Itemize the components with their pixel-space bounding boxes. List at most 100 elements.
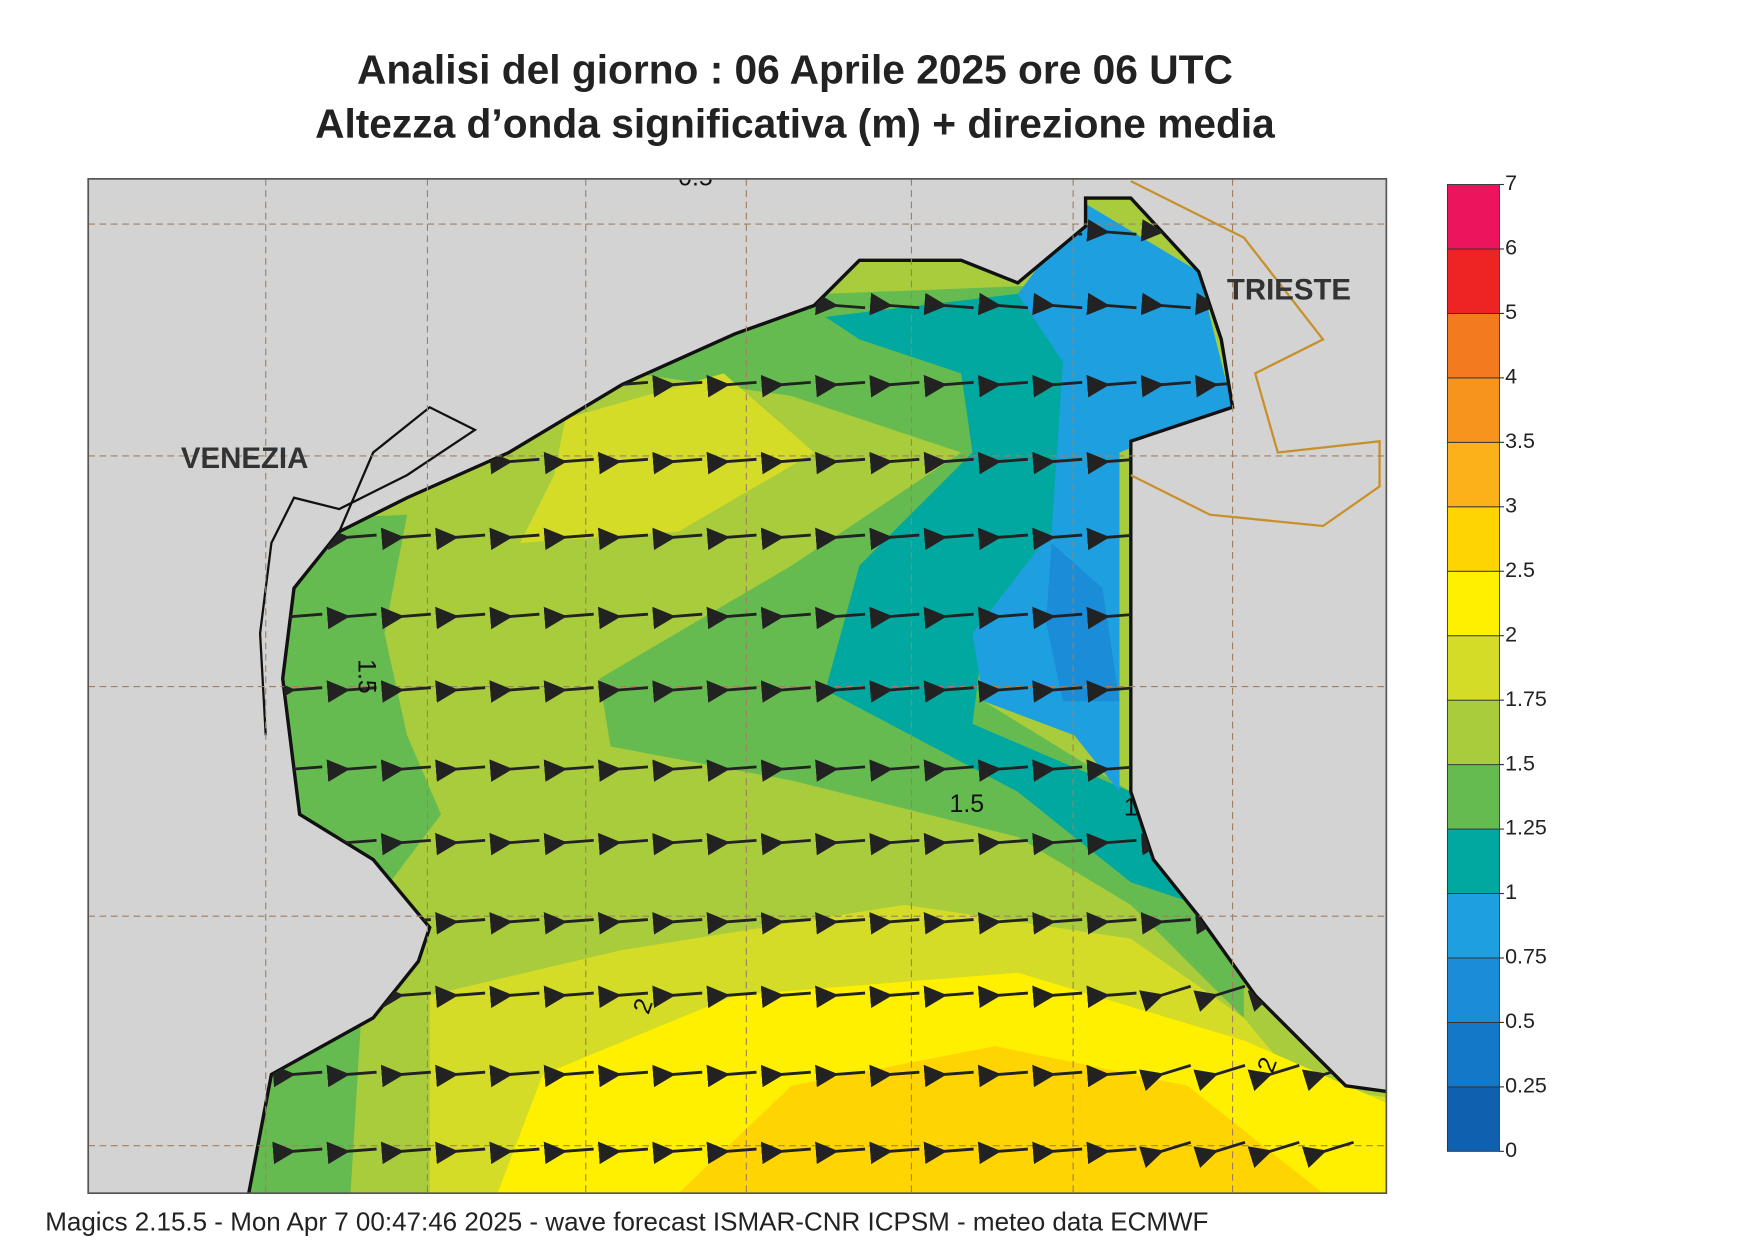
arrow	[1086, 832, 1137, 856]
colorbar: 0 0.25 0.5 0.75 1 1.25 1.5 1.75 2 2.5 3 3.5 4 5 6 7	[1446, 171, 1547, 1162]
arrow	[977, 680, 1029, 703]
arrow	[1032, 985, 1083, 1009]
arrow	[977, 451, 1029, 475]
arrow	[380, 606, 431, 630]
arrow	[706, 1141, 757, 1165]
arrow	[380, 759, 431, 782]
colorbar-label: 6	[1505, 236, 1517, 260]
colorbar-label: 1.75	[1505, 687, 1547, 711]
colorbar-box	[1446, 312, 1500, 379]
subtitle: Altezza d’onda significativa (m) + direz…	[315, 101, 1275, 147]
arrow	[543, 606, 594, 630]
arrow	[760, 680, 811, 703]
arrow	[489, 680, 540, 703]
colorbar-box	[1446, 957, 1500, 1023]
arrow	[923, 606, 974, 630]
arrow	[923, 912, 974, 935]
arrow	[977, 985, 1029, 1009]
colorbar-box	[1446, 1021, 1500, 1088]
arrow	[1193, 1064, 1246, 1092]
arrow	[652, 759, 703, 782]
arrow	[543, 759, 594, 782]
arrow	[597, 374, 649, 398]
arrow	[1193, 1140, 1246, 1168]
arrow	[435, 680, 486, 703]
arrow	[1139, 984, 1192, 1012]
arrow	[652, 451, 703, 475]
arrow	[380, 985, 431, 1009]
arrow	[706, 1064, 757, 1088]
colorbar-label: 0	[1505, 1138, 1517, 1162]
arrow	[543, 1064, 594, 1088]
arrow	[760, 832, 811, 856]
arrow	[543, 1141, 594, 1165]
arrow	[326, 832, 377, 856]
arrow	[380, 680, 431, 703]
map: VENEZIA TRIESTE 0.5 1.5 1.5 1 2 2	[88, 178, 1387, 1194]
arrow	[272, 1064, 323, 1088]
arrow	[380, 832, 431, 856]
arrow	[706, 527, 757, 551]
arrow	[760, 759, 811, 782]
arrow	[977, 527, 1029, 551]
arrow	[815, 1141, 866, 1165]
colorbar-label: 1	[1505, 880, 1517, 904]
arrow	[869, 527, 920, 551]
arrow	[923, 1141, 974, 1165]
arrow	[326, 606, 377, 630]
arrow	[543, 832, 594, 856]
arrow	[869, 606, 920, 630]
arrow	[489, 1064, 540, 1088]
arrow	[652, 1064, 703, 1088]
colorbar-box	[1446, 570, 1500, 637]
arrow	[597, 912, 649, 935]
colorbar-box	[1446, 1086, 1500, 1152]
arrow	[1086, 1141, 1137, 1165]
arrow	[869, 985, 920, 1009]
colorbar-label: 3.5	[1505, 429, 1535, 453]
arrow	[815, 374, 866, 398]
arrow	[923, 1064, 974, 1088]
arrow	[815, 759, 866, 782]
arrow	[977, 912, 1029, 935]
arrow	[597, 759, 649, 782]
colorbar-box	[1446, 377, 1500, 443]
arrow	[272, 759, 323, 782]
colorbar-label: 5	[1505, 300, 1517, 324]
arrow	[380, 1141, 431, 1165]
colorbar-label: 3	[1505, 493, 1517, 517]
arrow	[869, 832, 920, 856]
arrow	[706, 680, 757, 703]
arrow	[923, 451, 974, 475]
arrow	[923, 374, 974, 398]
arrow	[435, 1141, 486, 1165]
arrow	[977, 606, 1029, 630]
arrow	[1032, 832, 1083, 856]
arrow	[489, 759, 540, 782]
arrow	[272, 680, 323, 703]
arrow	[435, 606, 486, 630]
arrow	[815, 292, 866, 316]
arrow	[652, 985, 703, 1009]
arrow	[1086, 912, 1137, 935]
arrow	[597, 680, 649, 703]
arrow	[543, 912, 594, 935]
arrow	[489, 832, 540, 856]
arrow	[815, 912, 866, 935]
arrow	[815, 527, 866, 551]
arrow	[869, 374, 920, 398]
arrow	[489, 451, 540, 475]
arrow	[815, 1064, 866, 1088]
arrow	[489, 1141, 540, 1165]
arrow	[326, 527, 377, 551]
arrow	[543, 527, 594, 551]
arrow	[1301, 1140, 1354, 1168]
arrow	[923, 680, 974, 703]
arrow	[1193, 984, 1246, 1012]
arrow	[977, 1141, 1029, 1165]
arrow	[760, 451, 811, 475]
arrow	[543, 451, 594, 475]
contour-label: 1	[1124, 793, 1138, 821]
